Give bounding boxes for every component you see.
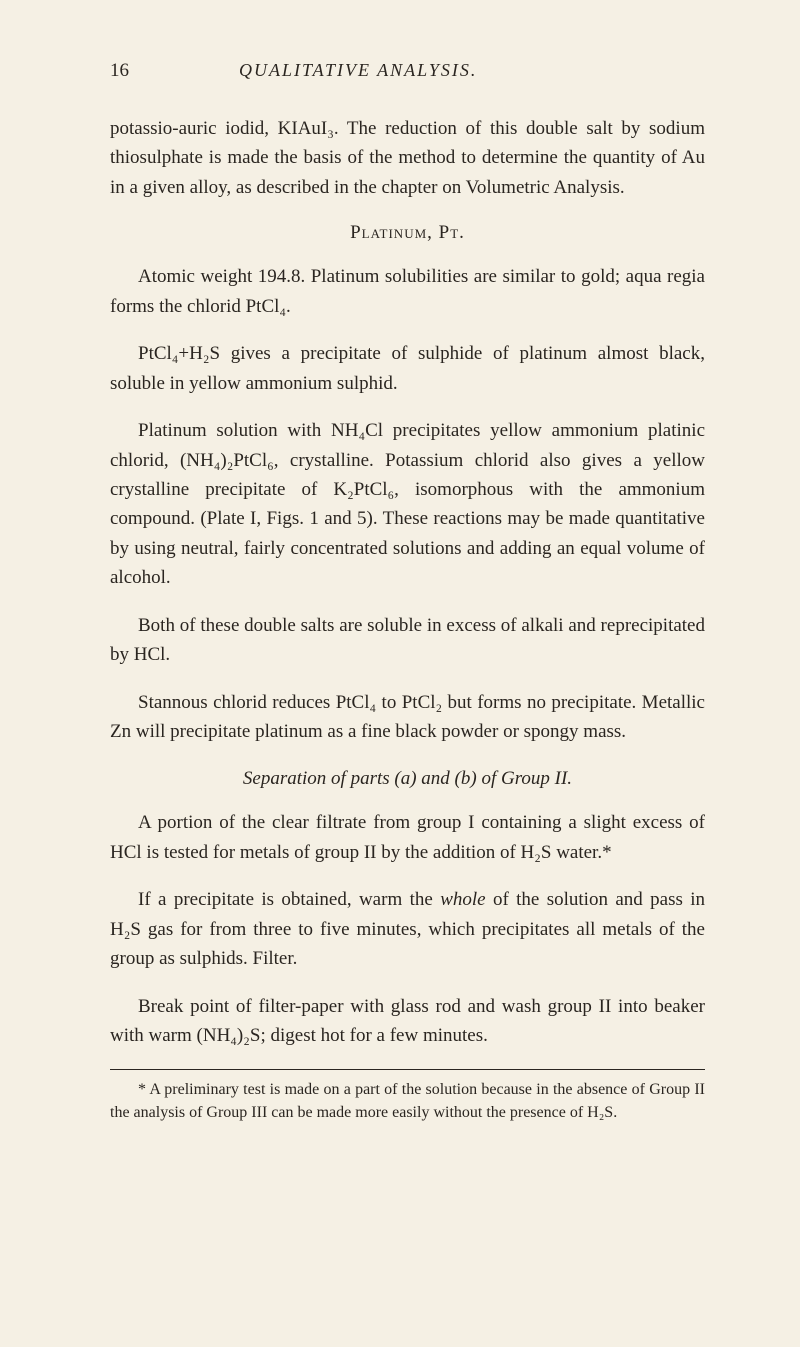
paragraph-double-salts: Both of these double salts are soluble i… [110, 611, 705, 670]
paragraph-ptcl4: PtCl₄+H₂S gives a precipitate of sulphid… [110, 339, 705, 398]
paragraph-atomic-weight: Atomic weight 194.8. Platinum solubiliti… [110, 262, 705, 321]
footnote-text: * A preliminary test is made on a part o… [110, 1078, 705, 1124]
paragraph-stannous: Stannous chlorid reduces PtCl₄ to PtCl₂ … [110, 688, 705, 747]
footnote-divider [110, 1069, 705, 1070]
section-heading-platinum: Platinum, Pt. [110, 222, 705, 244]
paragraph-precipitate: If a precipitate is obtained, warm the w… [110, 885, 705, 973]
paragraph-platinum-solution: Platinum solution with NH₄Cl precipitate… [110, 416, 705, 593]
p8-italic: whole [440, 889, 485, 910]
p8-pre: If a precipitate is obtained, warm the [138, 889, 440, 910]
paragraph-portion: A portion of the clear filtrate from gro… [110, 808, 705, 867]
paragraph-break-point: Break point of filter-paper with glass r… [110, 992, 705, 1051]
page-header: 16 QUALITATIVE ANALYSIS. [110, 60, 705, 82]
subsection-heading-separation: Separation of parts (a) and (b) of Group… [110, 768, 705, 790]
page-title: QUALITATIVE ANALYSIS. [239, 60, 477, 81]
paragraph-intro: potassio-auric iodid, KIAuI₃. The reduct… [110, 114, 705, 202]
page-number: 16 [110, 60, 129, 82]
